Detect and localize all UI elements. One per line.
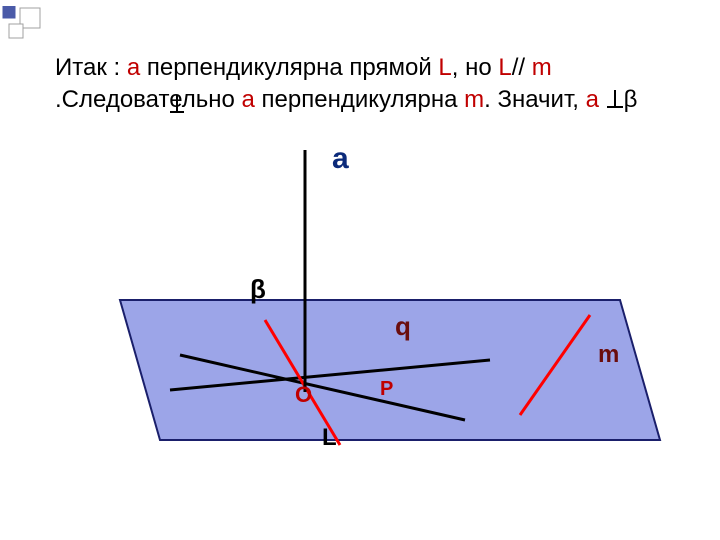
diagram-svg: а β q Pm OL: [60, 140, 680, 500]
text-fragment: Итак :: [55, 54, 127, 81]
text-fragment: перпендикулярна: [255, 86, 464, 113]
label-a: а: [332, 142, 349, 175]
text-fragment: а: [586, 86, 599, 113]
text-fragment: . Значит,: [484, 86, 585, 113]
text-fragment: [599, 86, 606, 113]
label-P: P: [380, 378, 393, 400]
text-fragment: перпендикулярна прямой: [140, 54, 438, 81]
perpendicular-icon: [606, 84, 624, 116]
text-fragment: L: [498, 54, 511, 81]
text-fragment: m: [532, 54, 552, 81]
statement-text: Итак : а перпендикулярна прямой L, но L/…: [55, 52, 655, 117]
label-m: m: [598, 341, 619, 368]
text-fragment: m: [464, 86, 484, 113]
corner-decorator-svg: [0, 6, 60, 46]
text-fragment: а: [242, 86, 255, 113]
text-fragment: L: [438, 54, 451, 81]
text-fragment: //: [512, 54, 532, 81]
text-fragment: .Следовательно: [55, 86, 242, 113]
label-beta: β: [250, 274, 266, 304]
text-fragment: а: [127, 54, 140, 81]
label-q: q: [395, 311, 411, 341]
perpendicular-icon: [170, 95, 184, 118]
text-fragment: , но: [452, 54, 499, 81]
geometry-diagram: а β q Pm OL: [60, 140, 680, 500]
text-fragment: β: [624, 86, 638, 113]
label-L: L: [322, 424, 337, 451]
label-O: O: [295, 382, 312, 407]
corner-decorator: [0, 6, 60, 46]
